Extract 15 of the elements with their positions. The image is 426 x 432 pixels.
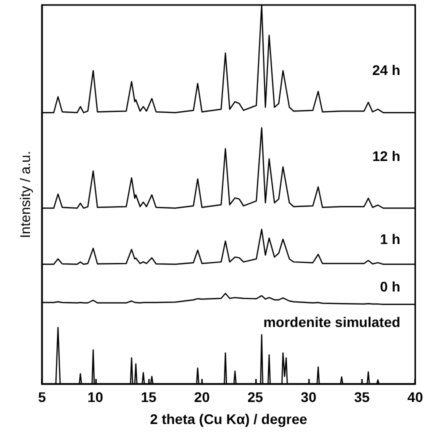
x-axis-title: 2 theta (Cu Kα) / degree (150, 411, 308, 427)
x-tick-label: 15 (140, 389, 157, 405)
x-tick-label: 25 (247, 389, 264, 405)
x-tick-label: 10 (88, 389, 104, 405)
series-label: 0 h (380, 278, 400, 295)
x-tick-label: 40 (407, 389, 424, 405)
series-label: 24 h (372, 62, 400, 78)
x-tick-label: 35 (354, 389, 370, 405)
series-label: 1 h (380, 231, 400, 248)
y-axis-title: Intensity / a.u. (17, 150, 33, 238)
text: 12 h (372, 148, 400, 164)
x-tick-label: 30 (300, 389, 317, 405)
x-tick-label: 20 (194, 389, 210, 405)
x-tick-label: 5 (38, 389, 46, 405)
series-label: mordenite simulated (263, 314, 400, 330)
